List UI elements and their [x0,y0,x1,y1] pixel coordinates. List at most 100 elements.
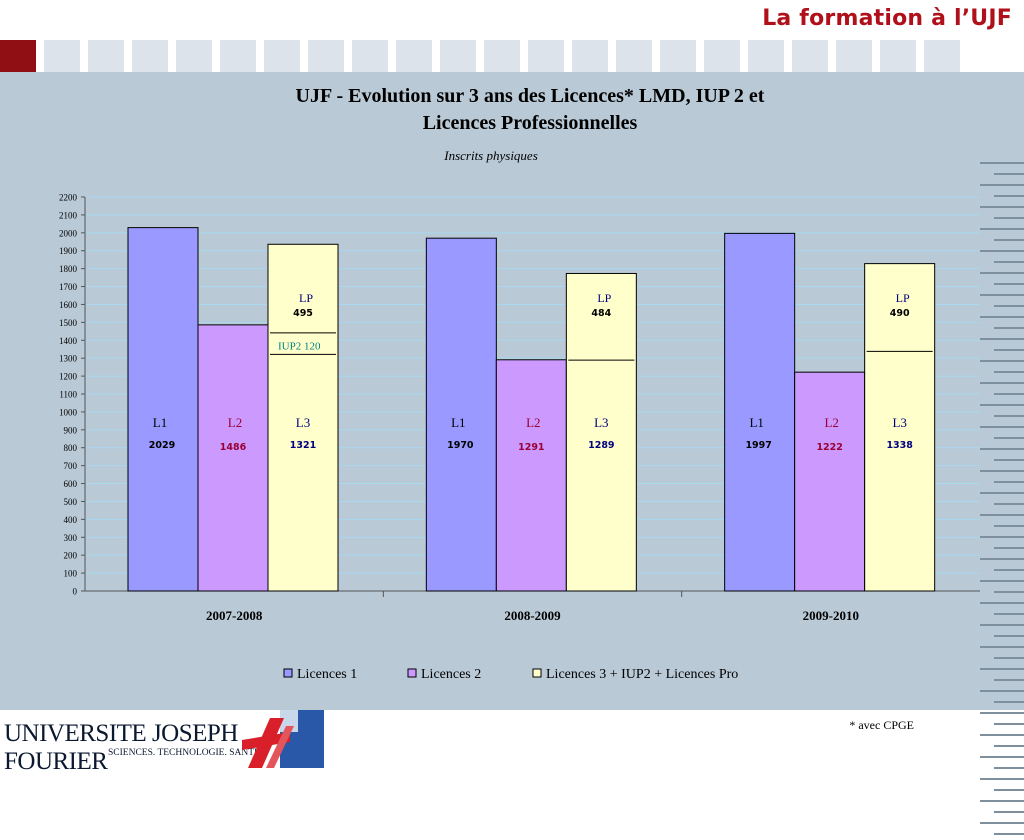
data-label-l1: 1997 [745,440,771,451]
y-tick-label: 2100 [59,210,78,220]
decorative-line [980,822,1024,824]
legend-swatch [283,668,293,678]
legend-label: Licences 3 + IUP2 + Licences Pro [546,667,738,682]
decorative-line [994,569,1024,571]
y-tick-label: 500 [64,497,78,507]
decorative-block [352,40,388,72]
legend-label: Licences 1 [297,667,357,682]
decorative-line [994,503,1024,505]
bar-series-label: L2 [228,415,242,430]
y-tick-label: 1900 [59,246,78,256]
y-tick-label: 400 [64,515,78,525]
logo-text: UNIVERSITE JOSEPH FOURIER [4,720,238,775]
data-label-lp: 495 [293,308,313,319]
decorative-line [980,514,1024,516]
decorative-line [994,437,1024,439]
decorative-line [980,250,1024,252]
bar-series-label: L3 [594,415,608,430]
decorative-strip [44,40,1024,72]
bar-l3 [565,272,637,592]
decorative-block [616,40,652,72]
legend-swatch [407,668,417,678]
data-label-l1: 2029 [149,440,175,451]
decorative-line [980,228,1024,230]
data-label-l3: 1321 [290,440,316,451]
decorative-line [994,261,1024,263]
decorative-block [396,40,432,72]
decorative-line [980,272,1024,274]
decorative-line [980,162,1024,164]
decorative-line [980,426,1024,428]
decorative-line [980,492,1024,494]
decorative-line [980,646,1024,648]
logo-subtext: SCIENCES. TECHNOLOGIE. SANTÉ [108,748,260,758]
decorative-block [748,40,784,72]
decorative-line [994,239,1024,241]
decorative-line [994,283,1024,285]
segment-label-lp: LP [597,291,611,305]
y-tick-label: 2200 [59,193,78,203]
decorative-line [980,536,1024,538]
chart-subtitle: Inscrits physiques [443,148,538,163]
decorative-block [220,40,256,72]
decorative-line [994,217,1024,219]
decorative-line [980,690,1024,692]
x-category-label: 2009-2010 [803,608,859,623]
decorative-line [994,481,1024,483]
y-tick-label: 200 [64,551,78,561]
decorative-line [994,679,1024,681]
chart: UJF - Evolution sur 3 ans des Licences* … [59,85,980,682]
y-tick-label: 1200 [59,372,78,382]
decorative-block [132,40,168,72]
decorative-line [980,338,1024,340]
slide-title: La formation à l’UJF [762,6,1012,31]
data-label-l2: 1222 [816,442,842,453]
y-tick-label: 900 [64,425,78,435]
decorative-line [994,547,1024,549]
decorative-line [994,635,1024,637]
bar-series-label: L2 [526,415,540,430]
y-tick-label: 300 [64,533,78,543]
segment-label-lp: LP [896,291,910,305]
y-tick-label: 700 [64,461,78,471]
decorative-side-lines [978,162,1024,840]
decorative-block [792,40,828,72]
decorative-line [994,591,1024,593]
decorative-line [994,195,1024,197]
y-tick-label: 1600 [59,300,78,310]
bar-series-label: L2 [824,415,838,430]
y-tick-label: 1800 [59,264,78,274]
bar-series-label: L3 [892,415,906,430]
decorative-block [88,40,124,72]
decorative-line [980,580,1024,582]
y-tick-label: 1700 [59,282,78,292]
bar-series-label: L1 [153,415,167,430]
y-tick-label: 100 [64,569,78,579]
decorative-line [980,316,1024,318]
y-tick-label: 0 [73,587,78,597]
bar-l2 [495,359,567,592]
legend-label: Licences 2 [421,667,481,682]
bar-l1 [425,237,497,592]
decorative-line [980,382,1024,384]
data-label-l1: 1970 [447,440,474,451]
decorative-line [980,778,1024,780]
legend-swatch [532,668,542,678]
decorative-line [994,459,1024,461]
decorative-line [980,360,1024,362]
data-label-l2: 1486 [220,442,247,453]
decorative-line [994,415,1024,417]
decorative-block [44,40,80,72]
decorative-line [994,525,1024,527]
decorative-line [980,404,1024,406]
data-label-lp: 490 [890,308,910,319]
chart-title-line1: UJF - Evolution sur 3 ans des Licences* … [296,85,765,107]
decorative-line [980,712,1024,714]
decorative-line [980,800,1024,802]
segment-label-lp: LP [299,291,313,305]
decorative-line [994,613,1024,615]
bar-l3 [267,243,339,592]
decorative-line [980,602,1024,604]
bar-l2 [197,324,269,592]
decorative-block [880,40,916,72]
